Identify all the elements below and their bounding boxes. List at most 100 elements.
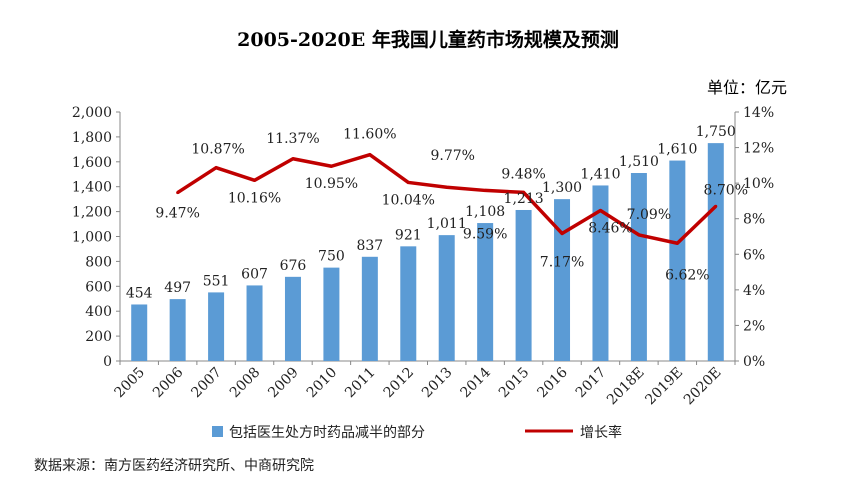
left-tick-label: 2,000 xyxy=(72,105,112,121)
bar-value-label: 607 xyxy=(241,266,268,282)
bar-value-label: 1,213 xyxy=(504,191,544,207)
right-tick-label: 14% xyxy=(743,105,774,121)
left-tick-label: 0 xyxy=(103,354,112,370)
left-tick-label: 1,600 xyxy=(72,155,112,171)
bar-series xyxy=(131,143,724,361)
bar-value-label: 1,410 xyxy=(580,166,620,182)
x-tick-label: 2011 xyxy=(342,365,379,402)
right-tick-label: 12% xyxy=(743,141,774,157)
x-tick-label: 2010 xyxy=(304,365,341,402)
x-tick-label: 2009 xyxy=(265,365,302,402)
bar-value-label: 1,610 xyxy=(657,142,697,158)
growth-point xyxy=(483,188,487,192)
line-series xyxy=(176,152,718,246)
growth-value-label: 9.48% xyxy=(501,166,545,182)
right-tick-label: 4% xyxy=(743,283,765,299)
bar xyxy=(169,299,186,361)
growth-point xyxy=(291,157,295,161)
left-tick-label: 200 xyxy=(85,329,112,345)
bar xyxy=(477,223,494,361)
right-tick-label: 0% xyxy=(743,354,765,370)
growth-value-label: 11.60% xyxy=(343,127,396,143)
bar xyxy=(592,185,609,361)
unit-label: 单位：亿元 xyxy=(707,78,787,97)
growth-value-label: 10.95% xyxy=(305,176,358,192)
left-tick-label: 400 xyxy=(85,304,112,320)
value-labels: 454 497 551 6076767508379211,0111,1081,2131… xyxy=(126,124,748,301)
bar-value-label: 1,108 xyxy=(465,204,505,220)
left-tick-label: 1,000 xyxy=(72,230,112,246)
bar-value-label: 676 xyxy=(280,258,307,274)
x-tick-label: 2006 xyxy=(150,364,187,401)
bar-value-label: 921 xyxy=(395,227,422,243)
x-tick-label: 2007 xyxy=(188,365,225,402)
left-tick-label: 1,400 xyxy=(72,180,112,196)
bar-value-label: 551 xyxy=(203,273,230,289)
bar-value-label: 454 xyxy=(126,285,153,301)
bar xyxy=(438,235,455,361)
bar xyxy=(208,292,225,361)
bar xyxy=(630,173,647,361)
bar xyxy=(515,209,532,361)
bar xyxy=(554,199,571,361)
bar-value-label: 750 xyxy=(318,249,345,265)
bar xyxy=(246,285,263,361)
right-tick-label: 2% xyxy=(743,318,765,334)
legend-bar-swatch xyxy=(212,426,223,437)
bar xyxy=(284,276,301,361)
growth-point xyxy=(368,153,372,157)
growth-value-label: 7.09% xyxy=(627,207,671,223)
chart-title: 2005-2020E 年我国儿童药市场规模及预测 xyxy=(237,28,619,51)
growth-value-label: 6.62% xyxy=(665,267,709,283)
bar-value-label: 1,750 xyxy=(696,124,736,140)
bar xyxy=(400,246,417,361)
x-tick-label: 2008 xyxy=(227,365,264,402)
left-tick-label: 1,200 xyxy=(72,205,112,221)
x-tick-label: 2012 xyxy=(381,365,418,402)
x-tick-label: 2013 xyxy=(419,365,456,402)
x-tick-label: 2020E xyxy=(681,365,725,409)
growth-point xyxy=(598,209,602,213)
growth-point xyxy=(176,191,180,195)
growth-point xyxy=(522,190,526,194)
growth-point xyxy=(714,204,718,208)
growth-point xyxy=(637,233,641,237)
growth-value-label: 8.70% xyxy=(704,182,748,198)
bar xyxy=(707,143,724,361)
bar-value-label: 497 xyxy=(164,280,191,296)
growth-value-label: 9.59% xyxy=(463,226,507,242)
x-tick-label: 2016 xyxy=(534,364,571,401)
legend-line-label: 增长率 xyxy=(580,424,622,441)
right-tick-label: 10% xyxy=(743,176,774,192)
growth-point xyxy=(560,231,564,235)
x-tick-label: 2018E xyxy=(604,365,648,409)
source-note: 数据来源：南方医药经济研究所、中商研究院 xyxy=(34,458,314,474)
bar xyxy=(361,256,378,361)
growth-value-label: 10.87% xyxy=(191,142,244,158)
bar-value-label: 837 xyxy=(356,238,383,254)
growth-value-label: 8.46% xyxy=(588,221,632,237)
bar xyxy=(669,160,686,361)
bar-value-label: 1,510 xyxy=(619,154,659,170)
right-tick-label: 8% xyxy=(743,212,765,228)
bar xyxy=(131,304,148,361)
x-tick-label: 2005 xyxy=(112,365,149,402)
growth-value-label: 10.04% xyxy=(382,192,435,208)
bar xyxy=(323,267,340,361)
left-tick-label: 800 xyxy=(85,254,112,270)
left-tick-label: 1,800 xyxy=(72,130,112,146)
growth-point xyxy=(329,164,333,168)
x-tick-label: 2014 xyxy=(457,364,494,401)
growth-value-label: 11.37% xyxy=(266,131,319,147)
bar-value-label: 1,300 xyxy=(542,180,582,196)
right-tick-label: 6% xyxy=(743,247,765,263)
axes: 0 200 400 600 800 1,000 1,200 1,400 1,600 1,800 2,… xyxy=(72,105,774,408)
growth-value-label: 10.16% xyxy=(228,190,281,206)
growth-point xyxy=(406,180,410,184)
growth-point xyxy=(445,185,449,189)
bar-value-label: 1,011 xyxy=(427,216,467,232)
left-tick-label: 600 xyxy=(85,279,112,295)
x-tick-label: 2015 xyxy=(496,365,533,402)
growth-point xyxy=(253,178,257,182)
